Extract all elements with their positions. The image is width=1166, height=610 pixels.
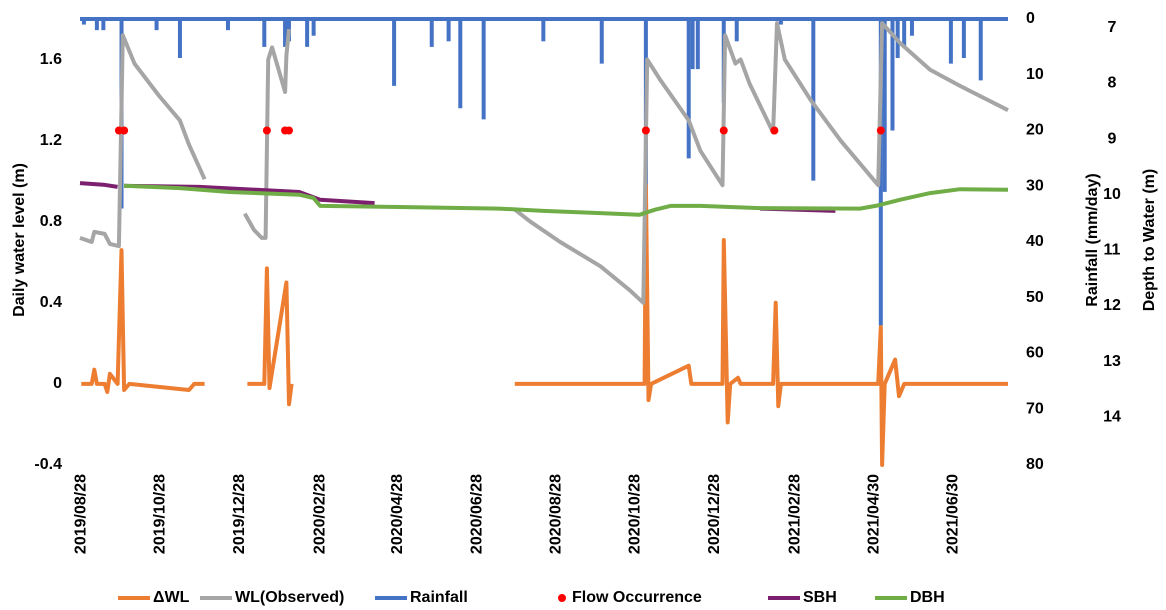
- x-tick-label: 2020/08/28: [548, 474, 565, 554]
- y2-tick-label: 10: [1026, 66, 1044, 83]
- x-tick-label: 2019/10/28: [152, 474, 169, 554]
- y3-tick-label: 9: [1108, 130, 1117, 147]
- y-axis-title: Daily water level (m): [11, 163, 28, 317]
- x-tick-label: 2019/08/28: [73, 474, 90, 554]
- legend-label: SBH: [803, 589, 837, 606]
- series-line: [124, 183, 1009, 217]
- x-tick-label: 2021/02/28: [786, 474, 803, 554]
- y2-tick-label: 70: [1026, 400, 1044, 417]
- x-tick-label: 2020/10/28: [627, 474, 644, 554]
- y3-tick-label: 13: [1103, 353, 1121, 370]
- y3-tick-label: 12: [1103, 297, 1121, 314]
- y-tick-label: 0.8: [40, 213, 62, 230]
- y2-tick-label: 50: [1026, 289, 1044, 306]
- series-line: [81, 183, 1008, 467]
- legend-marker: [558, 594, 566, 602]
- y-tick-label: -0.4: [34, 456, 62, 473]
- legend-label: ΔWL: [153, 589, 190, 606]
- legend-label: Rainfall: [410, 589, 468, 606]
- series-line: [79, 21, 1009, 305]
- y-tick-label: 1.2: [40, 132, 62, 149]
- y2-tick-label: 30: [1026, 177, 1044, 194]
- x-tick-label: 2021/06/30: [945, 474, 962, 554]
- y2-tick-label: 20: [1026, 122, 1044, 139]
- x-tick-label: 2020/06/28: [468, 474, 485, 554]
- flow-point: [876, 126, 885, 135]
- legend-label: WL(Observed): [235, 589, 344, 606]
- flow-point: [284, 126, 293, 135]
- x-tick-label: 2019/12/28: [231, 474, 248, 554]
- flow-point: [719, 126, 728, 135]
- x-tick-label: 2020/04/28: [389, 474, 406, 554]
- y2-axis-title: Rainfall (mm/day): [1084, 173, 1101, 306]
- x-tick-label: 2020/02/28: [311, 474, 328, 554]
- flow-point: [770, 126, 779, 135]
- y2-tick-label: 60: [1026, 345, 1044, 362]
- y-tick-label: 0: [53, 375, 62, 392]
- y3-tick-label: 8: [1108, 75, 1117, 92]
- y2-tick-label: 80: [1026, 456, 1044, 473]
- flow-point: [641, 126, 650, 135]
- y-tick-label: 0.4: [40, 294, 62, 311]
- legend-label: DBH: [910, 589, 945, 606]
- x-tick-label: 2020/12/28: [706, 474, 723, 554]
- y3-axis-title: Depth to Water (m): [1141, 169, 1158, 312]
- y3-tick-label: 11: [1104, 242, 1121, 259]
- y2-tick-label: 0: [1026, 10, 1035, 27]
- y-tick-label: 1.6: [40, 51, 62, 68]
- y3-tick-label: 14: [1103, 408, 1121, 425]
- y3-tick-label: 10: [1103, 186, 1121, 203]
- y2-tick-label: 40: [1026, 233, 1044, 250]
- x-tick-label: 2021/04/30: [866, 474, 883, 554]
- y3-tick-label: 7: [1108, 19, 1117, 36]
- flow-point: [262, 126, 271, 135]
- flow-point: [120, 126, 129, 135]
- legend-label: Flow Occurrence: [572, 589, 702, 606]
